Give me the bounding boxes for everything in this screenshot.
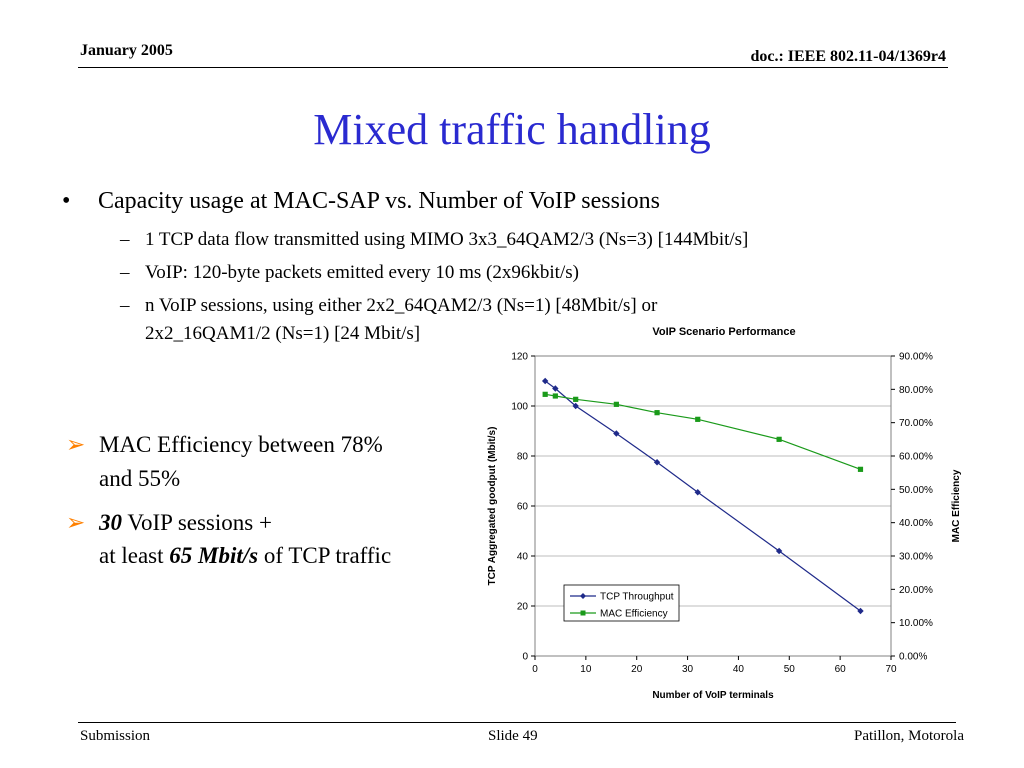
data-point [857,607,864,615]
sub-bullet-text: n VoIP sessions, using either 2x2_64QAM2… [145,295,658,316]
footer-slide-number: Slide 49 [488,728,538,744]
data-point [776,436,782,442]
arrow-bullet-text: at least 65 Mbit/s of TCP traffic [99,541,391,571]
arrow-bullet-pre: at least [99,543,170,568]
arrow-bullet-icon: ➢ [66,432,86,457]
sub-bullet-text: 2x2_16QAM1/2 (Ns=1) [24 Mbit/s] [145,323,421,344]
footer-divider [78,722,956,723]
legend-marker [580,593,586,599]
footer-author: Patillon, Motorola [854,728,964,744]
data-point [654,410,660,416]
data-point [775,547,783,555]
y-tick-label: 60 [517,502,529,513]
y2-tick-label: 80.00% [899,385,933,396]
x-tick-label: 30 [682,664,694,675]
x-axis-label: Number of VoIP terminals [652,690,774,701]
chart-legend: TCP Throughput MAC Efficiency [563,584,680,622]
dash-icon: – [120,295,130,316]
data-point [694,489,701,496]
y2-tick-label: 30.00% [899,552,933,563]
main-bullet-text: Capacity usage at MAC-SAP vs. Number of … [98,188,660,214]
y2-axis-label: MAC Efficiency [951,469,962,542]
voip-performance-chart: VoIP Scenario Performance 02040608010012… [487,326,962,701]
legend-label: TCP Throughput [600,592,674,603]
emphasis-rate: 65 Mbit/s [169,543,259,568]
header-doc-id: doc.: IEEE 802.11-04/1369r4 [750,48,946,65]
y2-tick-label: 10.00% [899,618,933,629]
y2-tick-label: 0.00% [899,652,927,663]
y2-tick-label: 40.00% [899,518,933,529]
arrow-bullet-text: 30 VoIP sessions + [99,508,272,538]
y2-tick-label: 70.00% [899,418,933,429]
x-tick-label: 10 [580,664,592,675]
data-point [573,396,579,402]
arrow-bullet-text: MAC Efficiency between 78% [99,432,383,457]
data-point [653,459,661,466]
sub-bullet-text: 1 TCP data flow transmitted using MIMO 3… [145,229,749,250]
arrow-bullet-icon: ➢ [66,510,86,535]
series-line [544,380,861,612]
slide-title: Mixed traffic handling [313,105,711,154]
y2-tick-label: 50.00% [899,485,933,496]
x-tick-label: 0 [532,664,538,675]
legend-marker [580,610,586,616]
data-point [613,401,619,407]
chart-title: VoIP Scenario Performance [652,326,795,338]
y2-tick-label: 20.00% [899,585,933,596]
y-tick-label: 100 [511,402,528,413]
header-date: January 2005 [80,42,173,59]
x-tick-label: 70 [885,664,897,675]
arrow-bullet-text: and 55% [99,466,181,491]
data-point [552,393,558,399]
x-tick-label: 50 [784,664,796,675]
x-tick-label: 60 [835,664,847,675]
dash-icon: – [120,229,130,250]
series-line [545,393,861,470]
emphasis-number: 30 [99,510,122,535]
y-tick-label: 120 [511,352,528,363]
x-tick-label: 20 [631,664,643,675]
data-point [695,416,701,422]
y-tick-label: 80 [517,452,529,463]
data-point [542,391,548,397]
footer-submission: Submission [80,728,151,744]
legend-label: MAC Efficiency [600,609,668,620]
y-tick-label: 20 [517,602,529,613]
data-point [857,466,864,472]
y2-tick-label: 90.00% [899,352,933,363]
dash-icon: – [120,262,130,283]
bullet-dot-icon: • [62,188,71,214]
y-axis-label: TCP Aggregated goodput (Mbit/s) [487,427,498,586]
arrow-bullet-post: of TCP traffic [258,543,392,568]
y-tick-label: 0 [522,652,528,663]
header-divider [78,67,948,68]
sub-bullet-text: VoIP: 120-byte packets emitted every 10 … [145,262,579,283]
chart-grid [535,405,891,607]
x-tick-label: 40 [733,664,745,675]
y2-tick-label: 60.00% [899,452,933,463]
arrow-bullet-rest: VoIP sessions + [122,510,272,535]
y-tick-label: 40 [517,552,529,563]
